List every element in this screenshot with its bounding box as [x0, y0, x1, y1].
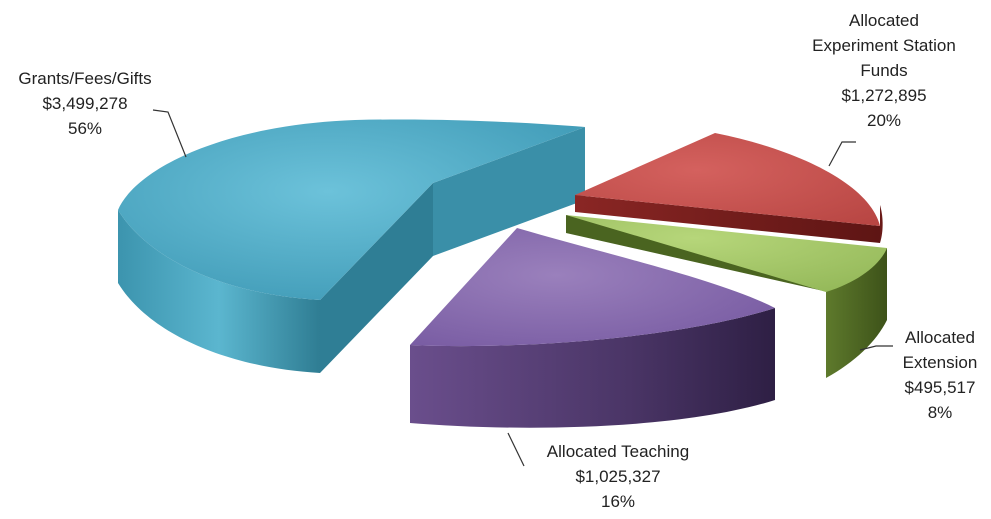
pie-slice-grants	[118, 119, 585, 373]
slice-amount-grants: $3,499,278	[42, 94, 127, 113]
slice-percent-grants: 56%	[68, 119, 102, 138]
pie-slice-teaching	[410, 228, 775, 428]
slice-percent-extension: 8%	[928, 403, 953, 422]
slice-amount-teaching: $1,025,327	[575, 467, 660, 486]
slice-label-grants: Grants/Fees/Gifts	[18, 69, 151, 88]
slice-label-teaching: Allocated Teaching	[547, 442, 689, 461]
leader-line-experiment-station	[828, 141, 856, 167]
leader-line-teaching	[507, 432, 525, 467]
slice-label-station: Experiment Station	[812, 36, 956, 55]
slice-amount-station: $1,272,895	[841, 86, 926, 105]
slice-label-station: Funds	[860, 61, 907, 80]
slice-percent-station: 20%	[867, 111, 901, 130]
slice-label-station: Allocated	[849, 11, 919, 30]
leader-line-extension	[859, 345, 893, 351]
pie-slice-experiment-station	[575, 133, 883, 243]
slice-label-extension: Extension	[903, 353, 978, 372]
leader-line-grants	[152, 109, 187, 158]
slice-amount-extension: $495,517	[905, 378, 976, 397]
slice-percent-teaching: 16%	[601, 492, 635, 511]
pie-slice-extension	[566, 215, 887, 378]
slice-label-extension: Allocated	[905, 328, 975, 347]
